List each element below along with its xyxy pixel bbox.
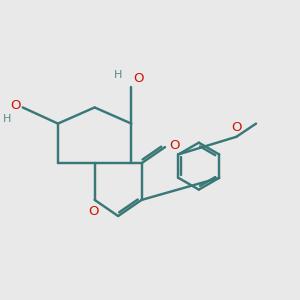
Text: H: H [114, 70, 122, 80]
Text: O: O [10, 100, 20, 112]
Text: O: O [231, 121, 242, 134]
Text: O: O [169, 139, 180, 152]
Text: O: O [88, 205, 98, 218]
Text: O: O [133, 72, 143, 85]
Text: H: H [3, 114, 11, 124]
